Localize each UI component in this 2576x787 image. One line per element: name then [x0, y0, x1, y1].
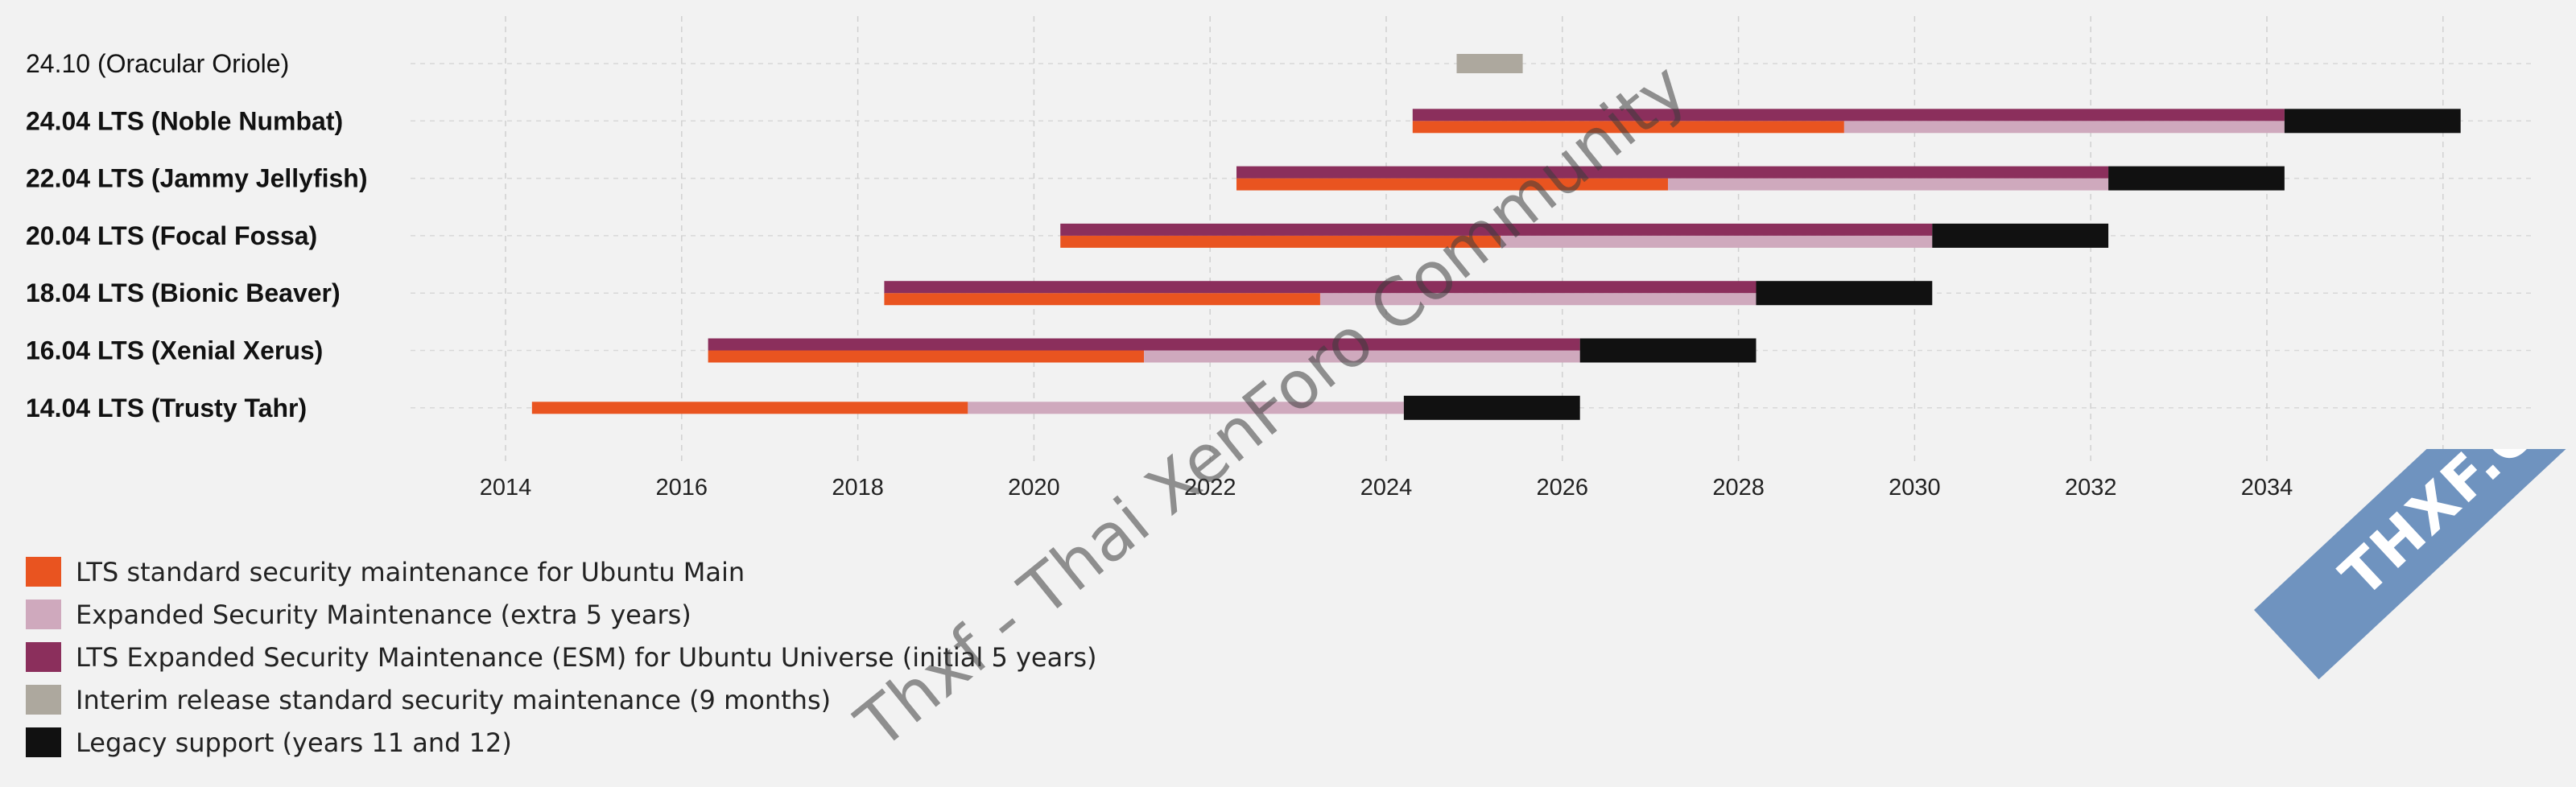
bar-esm — [1319, 293, 1757, 306]
release-label: 22.04 LTS (Jammy Jellyfish) — [26, 164, 367, 193]
legend-label: Interim release standard security mainte… — [76, 684, 832, 715]
legend-item-standard: LTS standard security maintenance for Ub… — [26, 550, 1097, 593]
timeline-chart: 24.10 (Oracular Oriole) 24.04 LTS (Noble … — [26, 16, 2536, 501]
x-tick-label: 2016 — [656, 475, 708, 501]
corner-ribbon: THXF.ORG — [2222, 449, 2576, 787]
bar-esm_universe — [884, 281, 1757, 294]
bar-esm_universe — [1236, 166, 2109, 179]
legend-swatch — [26, 600, 61, 629]
legend: LTS standard security maintenance for Ub… — [26, 550, 1097, 764]
legend-label: Legacy support (years 11 and 12) — [76, 727, 512, 758]
bar-esm — [1843, 121, 2285, 134]
bar-legacy — [2284, 109, 2461, 134]
legend-item-esm: Expanded Security Maintenance (extra 5 y… — [26, 593, 1097, 636]
x-tick-label: 2032 — [2065, 475, 2117, 501]
bar-legacy — [1756, 281, 1933, 306]
legend-swatch — [26, 642, 61, 672]
x-axis-ticks: 2014 2016 2018 2020 2022 2024 2026 2028 2030 2032… — [480, 475, 2469, 501]
legend-label: LTS standard security maintenance for Ub… — [76, 556, 745, 587]
legend-item-esm_universe: LTS Expanded Security Maintenance (ESM) … — [26, 636, 1097, 678]
bar-legacy — [1403, 395, 1580, 420]
x-tick-label: 2030 — [1889, 475, 1941, 501]
row-labels: 24.10 (Oracular Oriole) 24.04 LTS (Noble … — [26, 49, 367, 422]
release-label: 20.04 LTS (Focal Fossa) — [26, 221, 317, 250]
x-tick-label: 2024 — [1360, 475, 1413, 501]
legend-label: LTS Expanded Security Maintenance (ESM) … — [76, 641, 1097, 673]
bar-esm — [1668, 178, 2109, 191]
bars — [531, 54, 2461, 420]
bar-legacy — [1932, 223, 2109, 248]
bar-standard — [1060, 235, 1501, 248]
bar-esm_universe — [708, 338, 1580, 351]
x-tick-label: 2034 — [2241, 475, 2293, 501]
release-label: 24.04 LTS (Noble Numbat) — [26, 106, 343, 135]
x-tick-label: 2026 — [1537, 475, 1589, 501]
legend-item-interim: Interim release standard security mainte… — [26, 678, 1097, 721]
bar-esm — [968, 402, 1404, 414]
x-tick-label: 2020 — [1008, 475, 1060, 501]
bar-standard — [884, 293, 1320, 306]
bar-standard — [1412, 121, 1844, 134]
x-tick-label: 2028 — [1712, 475, 1765, 501]
x-tick-label: 2014 — [480, 475, 532, 501]
bar-esm_universe — [1412, 109, 2285, 122]
x-tick-label: 2018 — [832, 475, 884, 501]
ribbon-text: THXF.ORG — [2254, 449, 2576, 680]
legend-swatch — [26, 685, 61, 715]
bar-interim — [1456, 54, 1523, 73]
bar-esm_universe — [1060, 223, 1933, 236]
release-label: 24.10 (Oracular Oriole) — [26, 49, 289, 78]
bar-standard — [531, 402, 968, 414]
bar-esm — [1501, 235, 1933, 248]
legend-item-legacy: Legacy support (years 11 and 12) — [26, 721, 1097, 764]
bar-legacy — [2108, 166, 2285, 191]
release-label: 16.04 LTS (Xenial Xerus) — [26, 336, 323, 365]
bar-legacy — [1579, 338, 1757, 363]
x-tick-label: 2022 — [1184, 475, 1236, 501]
legend-label: Expanded Security Maintenance (extra 5 y… — [76, 599, 691, 630]
legend-swatch — [26, 727, 61, 757]
bar-esm — [1144, 350, 1580, 363]
bar-standard — [708, 350, 1145, 363]
bar-standard — [1236, 178, 1669, 191]
legend-swatch — [26, 557, 61, 587]
release-label: 18.04 LTS (Bionic Beaver) — [26, 278, 341, 307]
release-label: 14.04 LTS (Trusty Tahr) — [26, 394, 307, 422]
